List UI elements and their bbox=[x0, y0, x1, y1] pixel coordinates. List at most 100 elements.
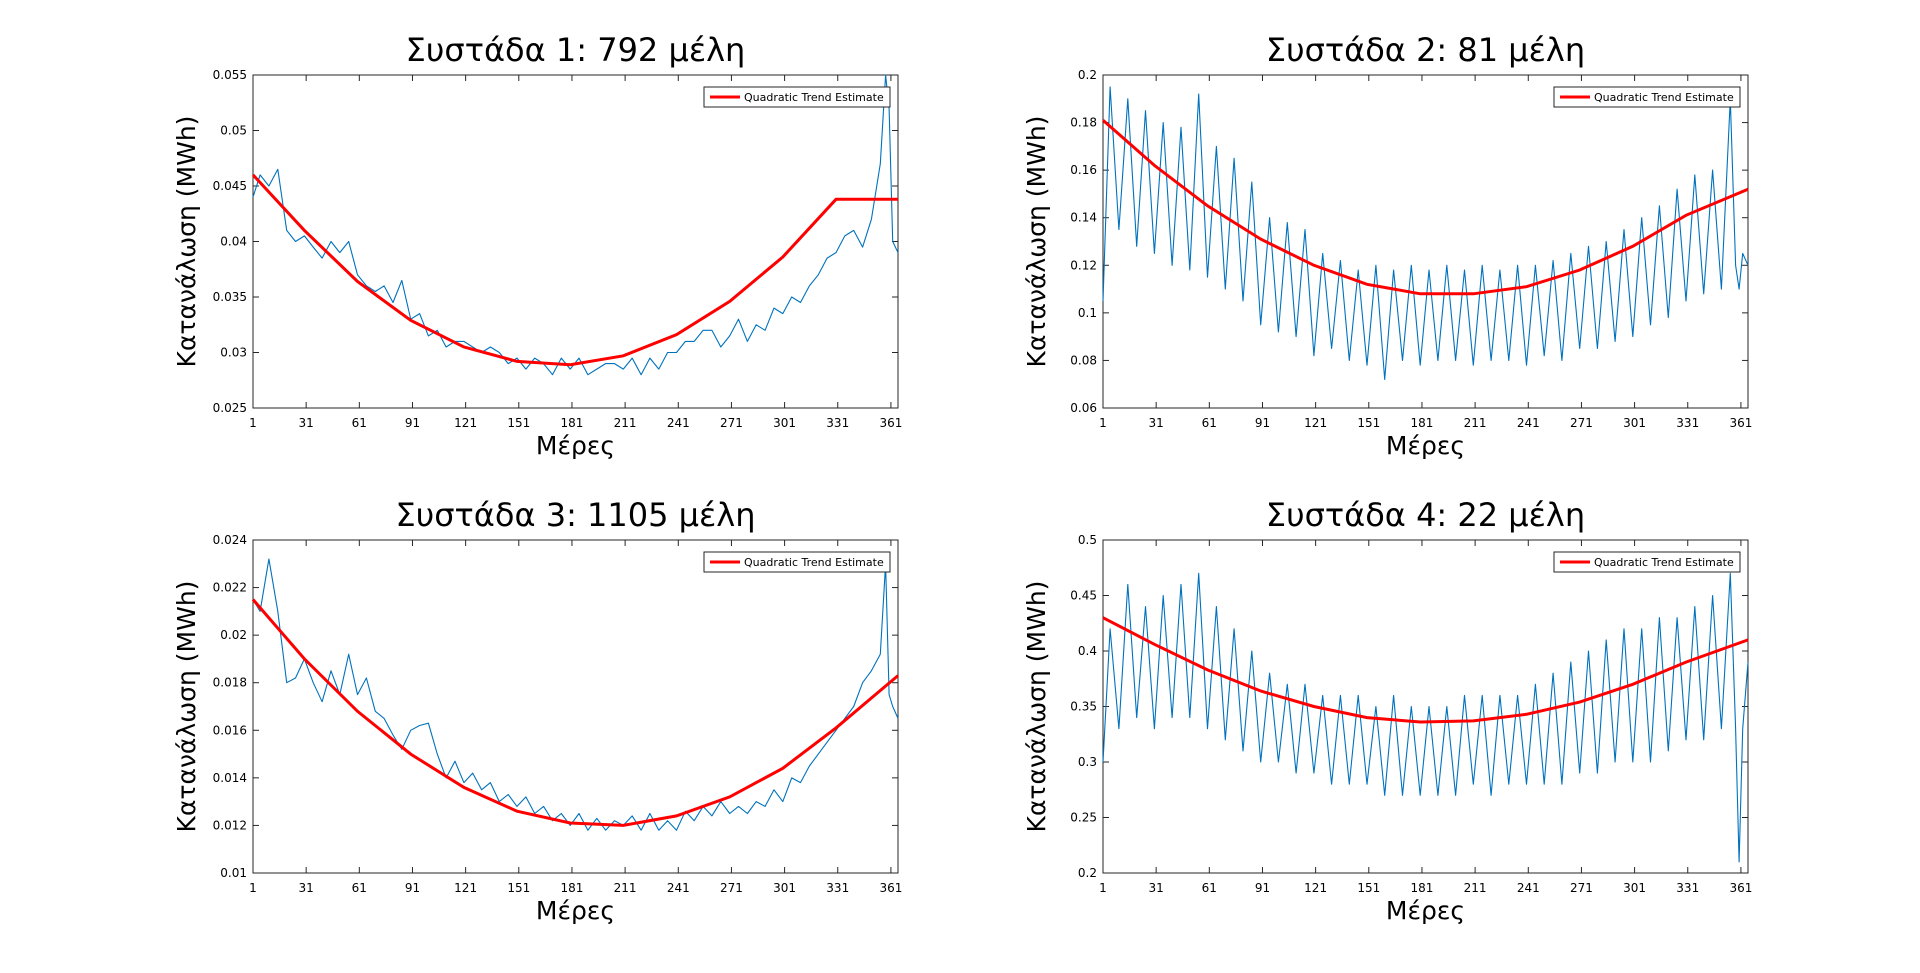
x-tick-label: 151 bbox=[1357, 416, 1380, 430]
legend-box bbox=[1553, 551, 1741, 573]
y-tick-label: 0.2 bbox=[1078, 866, 1097, 880]
y-tick-label: 0.025 bbox=[213, 401, 247, 415]
y-tick-label: 0.035 bbox=[213, 290, 247, 304]
x-tick-label: 91 bbox=[1255, 416, 1270, 430]
y-tick-label: 0.5 bbox=[1078, 533, 1097, 547]
legend-box bbox=[1553, 86, 1741, 108]
x-tick-label: 241 bbox=[1517, 881, 1540, 895]
axes-box bbox=[252, 74, 899, 409]
legend-entry: Quadratic Trend Estimate bbox=[1594, 556, 1734, 569]
subplot-3: 1 31 61 91 121 151 181 211 241 271 301 331 361 0.01 0.… bbox=[172, 496, 902, 925]
x-tick-label: 331 bbox=[1676, 416, 1699, 430]
x-tick-label: 271 bbox=[720, 881, 743, 895]
y-axis-label: Κατανάλωση (MWh) bbox=[172, 116, 201, 368]
x-axis-label: Μέρες bbox=[1386, 431, 1465, 460]
y-tick-label: 0.4 bbox=[1078, 644, 1097, 658]
x-tick-label: 61 bbox=[1202, 416, 1217, 430]
x-tick-label: 211 bbox=[1464, 416, 1487, 430]
chart-title: Συστάδα 4: 22 μέλη bbox=[1266, 496, 1585, 534]
x-tick-label: 331 bbox=[826, 881, 849, 895]
legend-box bbox=[703, 551, 891, 573]
legend-entry: Quadratic Trend Estimate bbox=[744, 556, 884, 569]
y-tick-label: 0.01 bbox=[220, 866, 247, 880]
x-tick-label: 31 bbox=[1149, 881, 1164, 895]
y-tick-label: 0.055 bbox=[213, 68, 247, 82]
y-tick-label: 0.18 bbox=[1070, 116, 1097, 130]
y-tick-label: 0.14 bbox=[1070, 211, 1097, 225]
y-tick-label: 0.35 bbox=[1070, 700, 1097, 714]
legend-box bbox=[703, 86, 891, 108]
x-tick-label: 271 bbox=[1570, 881, 1593, 895]
tick-group: 1 31 61 91 121 151 181 211 241 271 301 331 361 0.2 0.2… bbox=[1070, 533, 1752, 895]
legend: Quadratic Trend Estimate bbox=[1553, 551, 1741, 573]
x-tick-label: 361 bbox=[1729, 416, 1752, 430]
chart-title: Συστάδα 1: 792 μέλη bbox=[406, 31, 746, 69]
x-tick-label: 271 bbox=[720, 416, 743, 430]
x-tick-label: 91 bbox=[1255, 881, 1270, 895]
y-tick-label: 0.018 bbox=[213, 676, 247, 690]
x-tick-label: 271 bbox=[1570, 416, 1593, 430]
y-tick-label: 0.05 bbox=[220, 124, 247, 138]
y-tick-label: 0.045 bbox=[213, 179, 247, 193]
x-tick-label: 121 bbox=[1304, 416, 1327, 430]
subplot-4: 1 31 61 91 121 151 181 211 241 271 301 331 361 0.2 0.2… bbox=[1022, 496, 1752, 925]
legend: Quadratic Trend Estimate bbox=[1553, 86, 1741, 108]
y-tick-label: 0.1 bbox=[1078, 306, 1097, 320]
daily-consumption-line bbox=[1102, 86, 1749, 381]
x-tick-label: 301 bbox=[773, 416, 796, 430]
x-tick-label: 331 bbox=[1676, 881, 1699, 895]
x-tick-label: 211 bbox=[614, 881, 637, 895]
tick-group: 1 31 61 91 121 151 181 211 241 271 301 331 361 0.06 0.… bbox=[1070, 68, 1752, 430]
x-tick-label: 91 bbox=[405, 881, 420, 895]
daily-consumption-line bbox=[252, 74, 899, 376]
y-tick-label: 0.04 bbox=[220, 235, 247, 249]
x-tick-label: 1 bbox=[249, 881, 257, 895]
y-tick-label: 0.2 bbox=[1078, 68, 1097, 82]
x-tick-label: 211 bbox=[614, 416, 637, 430]
chart-title: Συστάδα 2: 81 μέλη bbox=[1266, 31, 1585, 69]
x-axis-label: Μέρες bbox=[1386, 896, 1465, 925]
x-tick-label: 301 bbox=[1623, 881, 1646, 895]
x-tick-label: 181 bbox=[1411, 881, 1434, 895]
legend: Quadratic Trend Estimate bbox=[703, 551, 891, 573]
y-tick-label: 0.3 bbox=[1078, 755, 1097, 769]
x-tick-label: 31 bbox=[299, 416, 314, 430]
x-tick-label: 1 bbox=[249, 416, 257, 430]
y-tick-label: 0.014 bbox=[213, 771, 247, 785]
x-tick-label: 241 bbox=[667, 881, 690, 895]
x-tick-label: 361 bbox=[879, 881, 902, 895]
y-tick-label: 0.02 bbox=[220, 628, 247, 642]
subplot-1: 1 31 61 91 121 151 181 211 241 271 301 331 361 0.025 0… bbox=[172, 31, 902, 460]
y-axis-label: Κατανάλωση (MWh) bbox=[1022, 116, 1051, 368]
x-tick-label: 121 bbox=[454, 881, 477, 895]
x-tick-label: 151 bbox=[1357, 881, 1380, 895]
y-tick-label: 0.25 bbox=[1070, 811, 1097, 825]
x-tick-label: 1 bbox=[1099, 881, 1107, 895]
x-tick-label: 31 bbox=[1149, 416, 1164, 430]
y-axis-label: Κατανάλωση (MWh) bbox=[172, 581, 201, 833]
y-tick-label: 0.03 bbox=[220, 346, 247, 360]
x-tick-label: 121 bbox=[454, 416, 477, 430]
legend-entry: Quadratic Trend Estimate bbox=[744, 91, 884, 104]
y-tick-label: 0.024 bbox=[213, 533, 247, 547]
x-axis-label: Μέρες bbox=[536, 431, 615, 460]
y-tick-label: 0.06 bbox=[1070, 401, 1097, 415]
x-tick-label: 361 bbox=[879, 416, 902, 430]
legend-entry: Quadratic Trend Estimate bbox=[1594, 91, 1734, 104]
trend-line bbox=[251, 173, 898, 367]
x-tick-label: 1 bbox=[1099, 416, 1107, 430]
trend-line bbox=[251, 598, 899, 827]
y-tick-label: 0.016 bbox=[213, 723, 247, 737]
x-tick-label: 151 bbox=[507, 416, 530, 430]
legend: Quadratic Trend Estimate bbox=[703, 86, 891, 108]
y-tick-label: 0.08 bbox=[1070, 353, 1097, 367]
y-tick-label: 0.16 bbox=[1070, 163, 1097, 177]
x-tick-label: 61 bbox=[352, 881, 367, 895]
x-tick-label: 301 bbox=[1623, 416, 1646, 430]
x-axis-label: Μέρες bbox=[536, 896, 615, 925]
x-tick-label: 241 bbox=[1517, 416, 1540, 430]
y-tick-label: 0.012 bbox=[213, 818, 247, 832]
x-tick-label: 181 bbox=[561, 881, 584, 895]
x-tick-label: 121 bbox=[1304, 881, 1327, 895]
